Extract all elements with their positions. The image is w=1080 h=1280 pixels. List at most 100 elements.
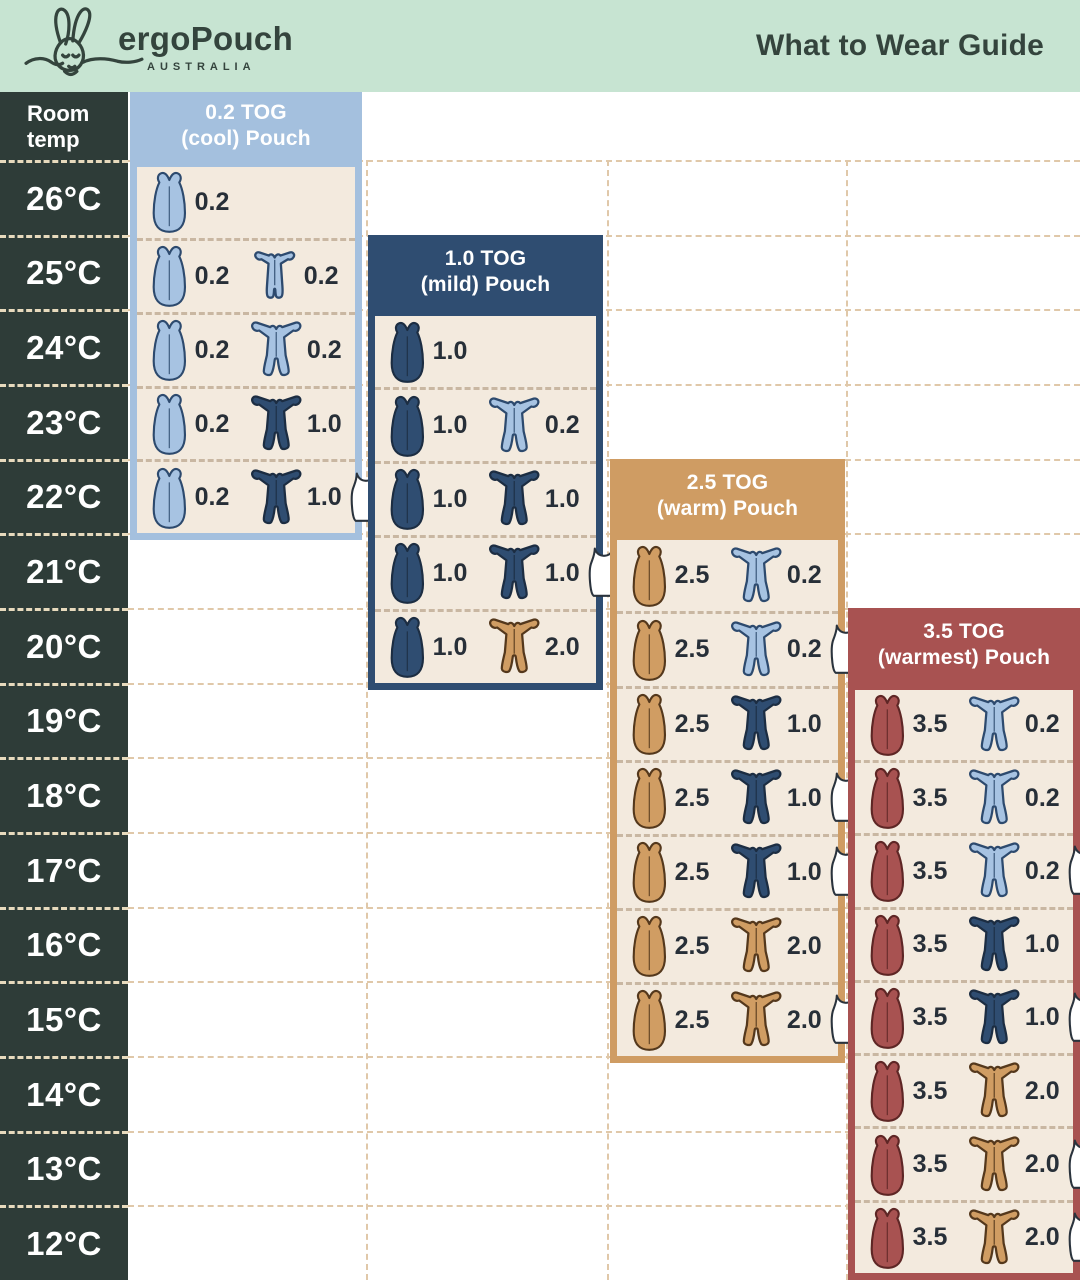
tog-value: 1.0 bbox=[306, 409, 342, 438]
sleepsuit-icon bbox=[251, 469, 302, 524]
panel-title: 3.5 TOG bbox=[923, 620, 1005, 644]
outfit-row: 0.2 0.2 bbox=[137, 311, 355, 386]
grid-line bbox=[128, 981, 1080, 984]
sleepsuit-icon bbox=[969, 696, 1020, 751]
grid-line bbox=[128, 160, 1080, 162]
pouch-icon bbox=[390, 395, 425, 457]
room-temp-label: 20°C bbox=[0, 607, 128, 683]
pouch-icon bbox=[632, 693, 667, 755]
tog-value: 1.0 bbox=[786, 857, 822, 886]
grid-line bbox=[128, 832, 1080, 834]
outfit-row: 2.5 0.2 bbox=[617, 611, 862, 685]
pouch-icon bbox=[152, 393, 187, 455]
pouch-icon bbox=[390, 469, 425, 531]
outfit-row: 3.5 1.0 bbox=[855, 906, 1073, 980]
room-temp-label: 12°C bbox=[0, 1205, 128, 1280]
tog-value: 2.0 bbox=[1024, 1150, 1060, 1179]
outfit-row: 3.5 2.0 bbox=[855, 1199, 1080, 1273]
tog-value: 1.0 bbox=[1024, 1003, 1060, 1032]
singlet-icon bbox=[1068, 992, 1080, 1042]
grid-line bbox=[128, 608, 1080, 610]
tog-value: 0.2 bbox=[194, 261, 230, 290]
sleepsuit-icon bbox=[731, 621, 782, 677]
tog-value: 2.5 bbox=[674, 857, 710, 886]
room-temp-label: 24°C bbox=[0, 309, 128, 384]
outfit-row: 3.5 2.0 bbox=[855, 1053, 1073, 1126]
tog-value: 2.5 bbox=[674, 635, 710, 664]
room-temp-label: 18°C bbox=[0, 757, 128, 832]
grid-line bbox=[128, 384, 1080, 386]
tog-value: 0.2 bbox=[194, 483, 230, 512]
room-temp-label: 14°C bbox=[0, 1055, 128, 1131]
brand-country: AUSTRALIA bbox=[147, 61, 256, 73]
tog-value: 0.2 bbox=[194, 409, 230, 438]
sleepsuit-icon bbox=[969, 989, 1020, 1045]
outfit-row: 3.5 1.0 bbox=[855, 979, 1080, 1053]
tog-value: 1.0 bbox=[432, 632, 468, 661]
tog-value: 2.0 bbox=[786, 931, 822, 960]
pouch-icon bbox=[152, 467, 187, 529]
grid-line bbox=[128, 533, 1080, 536]
panel-subtitle: (warmest) Pouch bbox=[877, 646, 1051, 670]
sleepsuit-icon bbox=[731, 843, 782, 899]
tog-value: 1.0 bbox=[786, 783, 822, 812]
room-temp-label: 21°C bbox=[0, 533, 128, 608]
tog-value: 3.5 bbox=[912, 710, 948, 739]
outfit-row: 3.5 0.2 bbox=[855, 759, 1073, 833]
sleepsuit-icon bbox=[731, 547, 782, 603]
outfit-row: 1.0 bbox=[375, 316, 596, 387]
outfit-row: 3.5 0.2 bbox=[855, 690, 1073, 760]
pouch-icon bbox=[632, 619, 667, 681]
sleepsuit-icon bbox=[969, 1209, 1020, 1265]
tog-value: 3.5 bbox=[912, 1003, 948, 1032]
bunny-logo-icon bbox=[24, 7, 144, 77]
room-temp-label: 23°C bbox=[0, 383, 128, 459]
tog-value: 1.0 bbox=[432, 484, 468, 513]
tog-value: 2.0 bbox=[786, 1005, 822, 1034]
top-banner: ergoPouch AUSTRALIA What to Wear Guide bbox=[0, 0, 1080, 92]
panel-body-0-2-tog: 0.2 0.2 0.2 0.2 0.2 0.2 1.0 0.2 1.0 bbox=[130, 160, 382, 541]
outfit-row: 0.2 0.2 bbox=[137, 237, 355, 312]
pouch-icon bbox=[632, 545, 667, 607]
pouch-icon bbox=[870, 987, 905, 1049]
tog-value: 0.2 bbox=[303, 261, 339, 290]
sleepsuit-icon bbox=[969, 1062, 1020, 1118]
tog-value: 1.0 bbox=[432, 558, 468, 587]
tog-value: 2.0 bbox=[1024, 1223, 1060, 1252]
tog-value: 2.5 bbox=[674, 561, 710, 590]
grid-line bbox=[846, 160, 848, 1280]
pouch-icon bbox=[870, 694, 905, 756]
pouch-icon bbox=[632, 990, 667, 1052]
tog-value: 2.0 bbox=[544, 632, 580, 661]
pouch-icon bbox=[390, 543, 425, 605]
grid-line bbox=[128, 309, 1080, 312]
tog-value: 1.0 bbox=[544, 558, 580, 587]
pouch-icon bbox=[870, 1207, 905, 1269]
pouch-icon bbox=[152, 320, 187, 382]
panel-body-2-5-tog: 2.5 0.2 2.5 0.2 2.5 1.0 2.5 1.0 2.5 1.0 2.5 2.0 2.5 2… bbox=[610, 533, 862, 1063]
panel-header-0-2-tog: 0.2 TOG (cool) Pouch bbox=[130, 92, 362, 160]
panel-subtitle: (cool) Pouch bbox=[181, 127, 311, 150]
sleepsuit-icon bbox=[251, 395, 302, 451]
tog-value: 3.5 bbox=[912, 1076, 948, 1105]
room-temp-label: 13°C bbox=[0, 1130, 128, 1206]
sleepsuit-icon bbox=[969, 769, 1020, 825]
outfit-row: 0.2 bbox=[137, 167, 355, 238]
outfit-row: 2.5 1.0 bbox=[617, 833, 862, 908]
pouch-icon bbox=[632, 768, 667, 830]
grid-line bbox=[607, 160, 609, 1280]
grid-line bbox=[366, 160, 368, 1280]
outfit-row: 3.5 2.0 bbox=[855, 1126, 1080, 1199]
room-temp-cells: 26°C 25°C 24°C 23°C 22°C 21°C 20°C 19°C 18°C 17°C… bbox=[0, 160, 128, 1280]
pouch-icon bbox=[152, 246, 187, 308]
grid-line bbox=[128, 757, 1080, 760]
outfit-row: 1.0 1.0 bbox=[375, 461, 596, 535]
tog-value: 2.5 bbox=[674, 783, 710, 812]
panel-subtitle: (warm) Pouch bbox=[656, 496, 799, 520]
pouch-icon bbox=[870, 768, 905, 830]
grid-line bbox=[128, 1205, 1080, 1208]
outfit-row: 2.5 1.0 bbox=[617, 759, 862, 834]
singlet-icon bbox=[1068, 1139, 1080, 1189]
tog-value: 0.2 bbox=[306, 335, 342, 364]
